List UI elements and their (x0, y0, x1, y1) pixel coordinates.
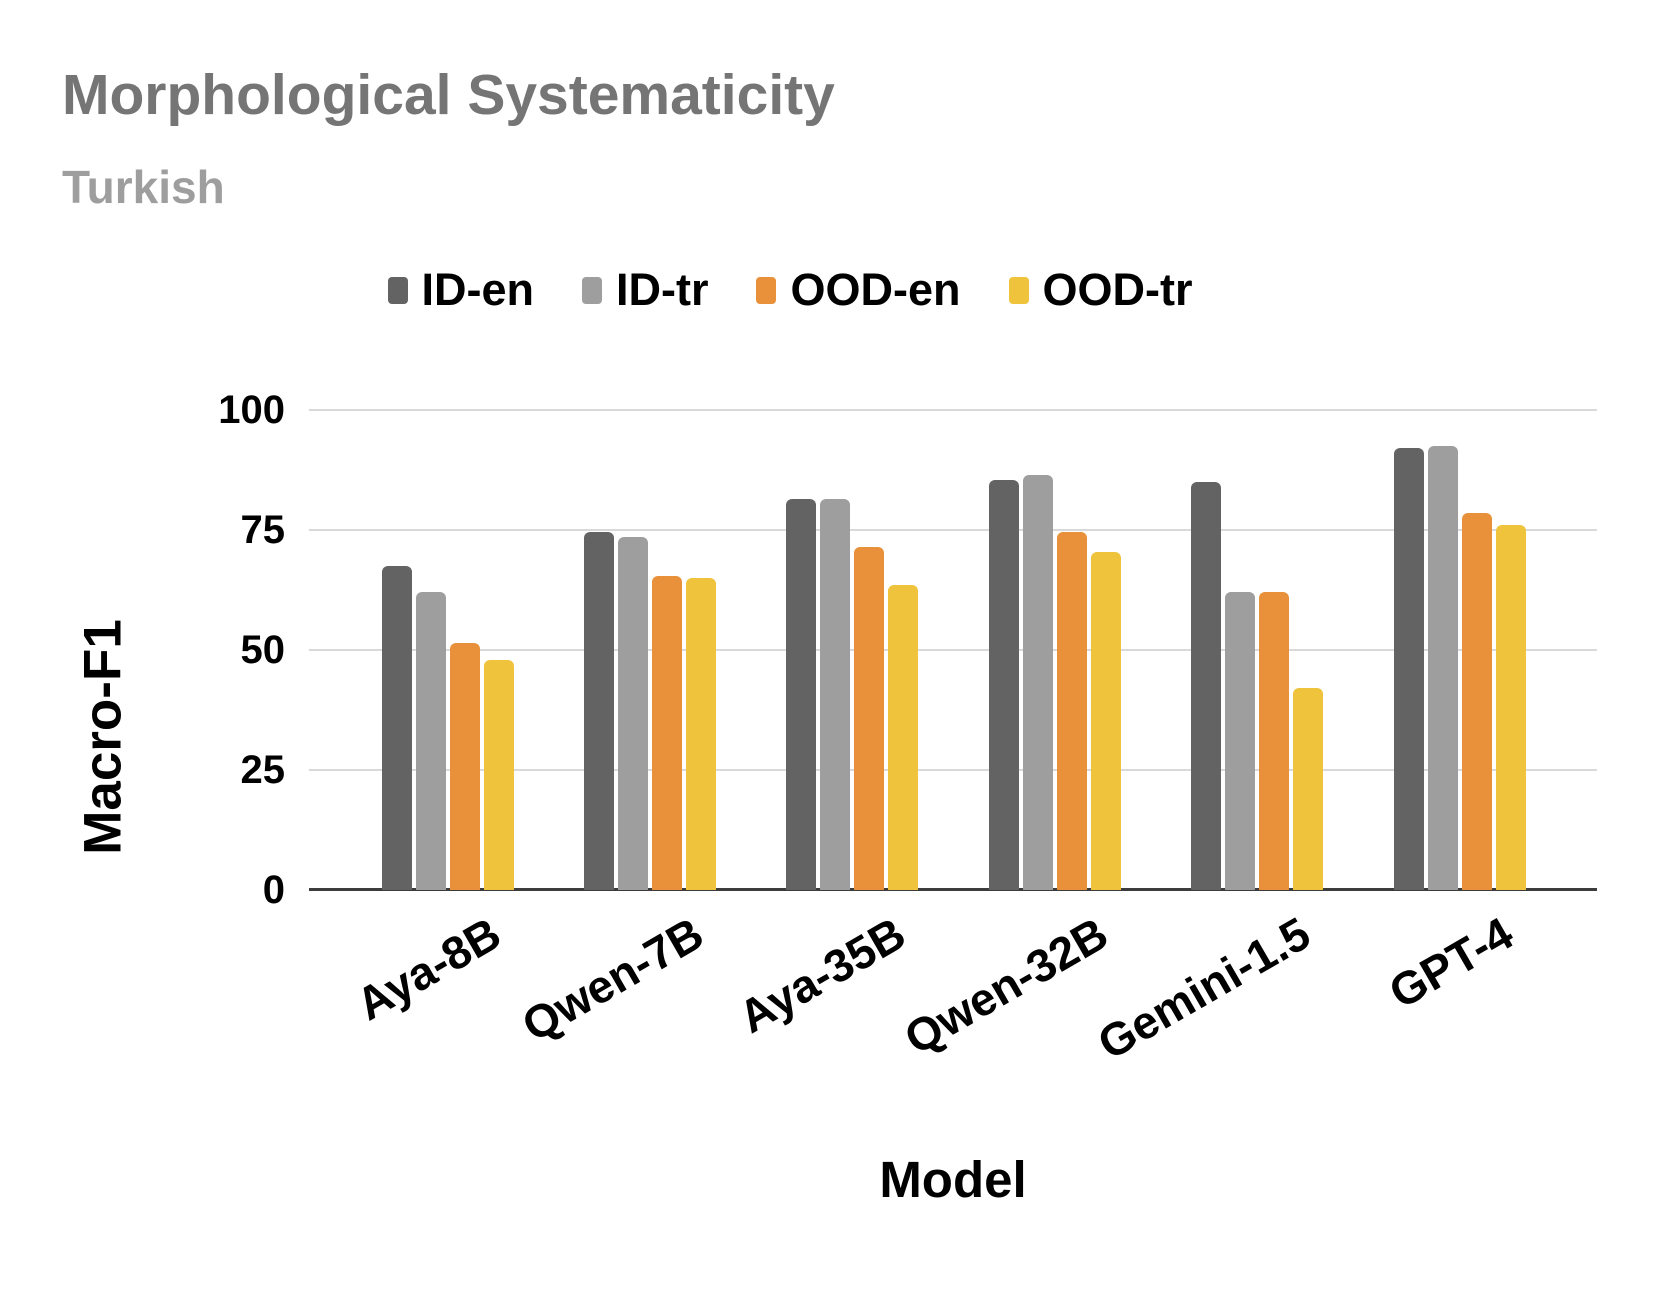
x-category-Aya-8B: Aya-8B (347, 906, 509, 1031)
legend-label-ID-en: ID-en (421, 264, 535, 315)
x-category-Qwen-7B: Qwen-7B (512, 906, 712, 1052)
x-category-Gemini-1.5: Gemini-1.5 (1088, 906, 1319, 1070)
legend-label-ID-tr: ID-tr (616, 264, 709, 315)
bar-ID-tr-Aya-8B (415, 592, 446, 890)
x-axis-title: Model (879, 1151, 1027, 1208)
gridline-100 (309, 409, 1597, 411)
gridline-75 (309, 529, 1597, 531)
legend-swatch-icon-ID-tr (582, 276, 602, 304)
x-category-Qwen-32B: Qwen-32B (895, 906, 1117, 1065)
plot-area (309, 409, 1597, 891)
bar-OOD-tr-Aya-8B (483, 659, 514, 890)
bar-OOD-tr-Qwen-7B (685, 578, 716, 890)
bar-OOD-en-GPT-4 (1461, 513, 1492, 890)
bar-OOD-en-Gemini-1.5 (1259, 592, 1290, 890)
bar-OOD-tr-Qwen-32B (1090, 551, 1121, 890)
y-tick-25: 25 (240, 748, 286, 792)
gridline-25 (309, 769, 1597, 771)
legend-label-OOD-en: OOD-en (790, 264, 961, 315)
bar-OOD-en-Qwen-7B (651, 575, 682, 890)
y-tick-100: 100 (218, 388, 285, 432)
bar-OOD-tr-Gemini-1.5 (1293, 688, 1324, 890)
bar-ID-tr-Gemini-1.5 (1225, 592, 1256, 890)
bar-ID-en-Aya-8B (381, 566, 412, 890)
legend-label-OOD-tr: OOD-tr (1042, 264, 1193, 315)
bar-ID-tr-Aya-35B (820, 498, 851, 890)
bar-ID-tr-Qwen-7B (617, 537, 648, 890)
chart-title: Morphological Systematicity (62, 63, 835, 127)
x-category-GPT-4: GPT-4 (1379, 906, 1521, 1019)
legend-item-ID-en: ID-en (387, 264, 535, 316)
chart-legend: ID-en ID-tr OOD-en OOD-tr (0, 260, 1580, 320)
bar-ID-en-Qwen-7B (583, 532, 614, 890)
y-axis-title: Macro-F1 (73, 619, 133, 855)
chart-subtitle: Turkish (62, 161, 225, 213)
x-category-Aya-35B: Aya-35B (729, 906, 914, 1044)
legend-swatch-icon-ID-en (387, 276, 408, 304)
legend-item-OOD-en: OOD-en (756, 264, 961, 316)
bar-ID-en-Gemini-1.5 (1191, 482, 1222, 890)
bar-OOD-en-Aya-35B (854, 546, 885, 890)
gridline-50 (309, 649, 1597, 651)
bar-OOD-tr-GPT-4 (1495, 525, 1526, 890)
legend-item-ID-tr: ID-tr (582, 264, 708, 316)
y-tick-50: 50 (240, 628, 286, 672)
legend-item-OOD-tr: OOD-tr (1008, 264, 1193, 316)
bar-OOD-en-Qwen-32B (1056, 532, 1087, 890)
x-axis-line (309, 888, 1597, 891)
legend-swatch-icon-OOD-en (756, 276, 777, 304)
bar-OOD-tr-Aya-35B (888, 585, 919, 890)
y-tick-75: 75 (240, 508, 286, 552)
bar-ID-en-Qwen-32B (988, 479, 1019, 890)
bar-ID-en-Aya-35B (786, 498, 817, 890)
bar-OOD-en-Aya-8B (449, 642, 480, 890)
bar-ID-en-GPT-4 (1393, 448, 1424, 890)
bar-ID-tr-Qwen-32B (1022, 474, 1053, 890)
legend-swatch-icon-OOD-tr (1008, 276, 1029, 304)
bar-ID-tr-GPT-4 (1427, 446, 1458, 890)
y-tick-0: 0 (262, 868, 285, 912)
